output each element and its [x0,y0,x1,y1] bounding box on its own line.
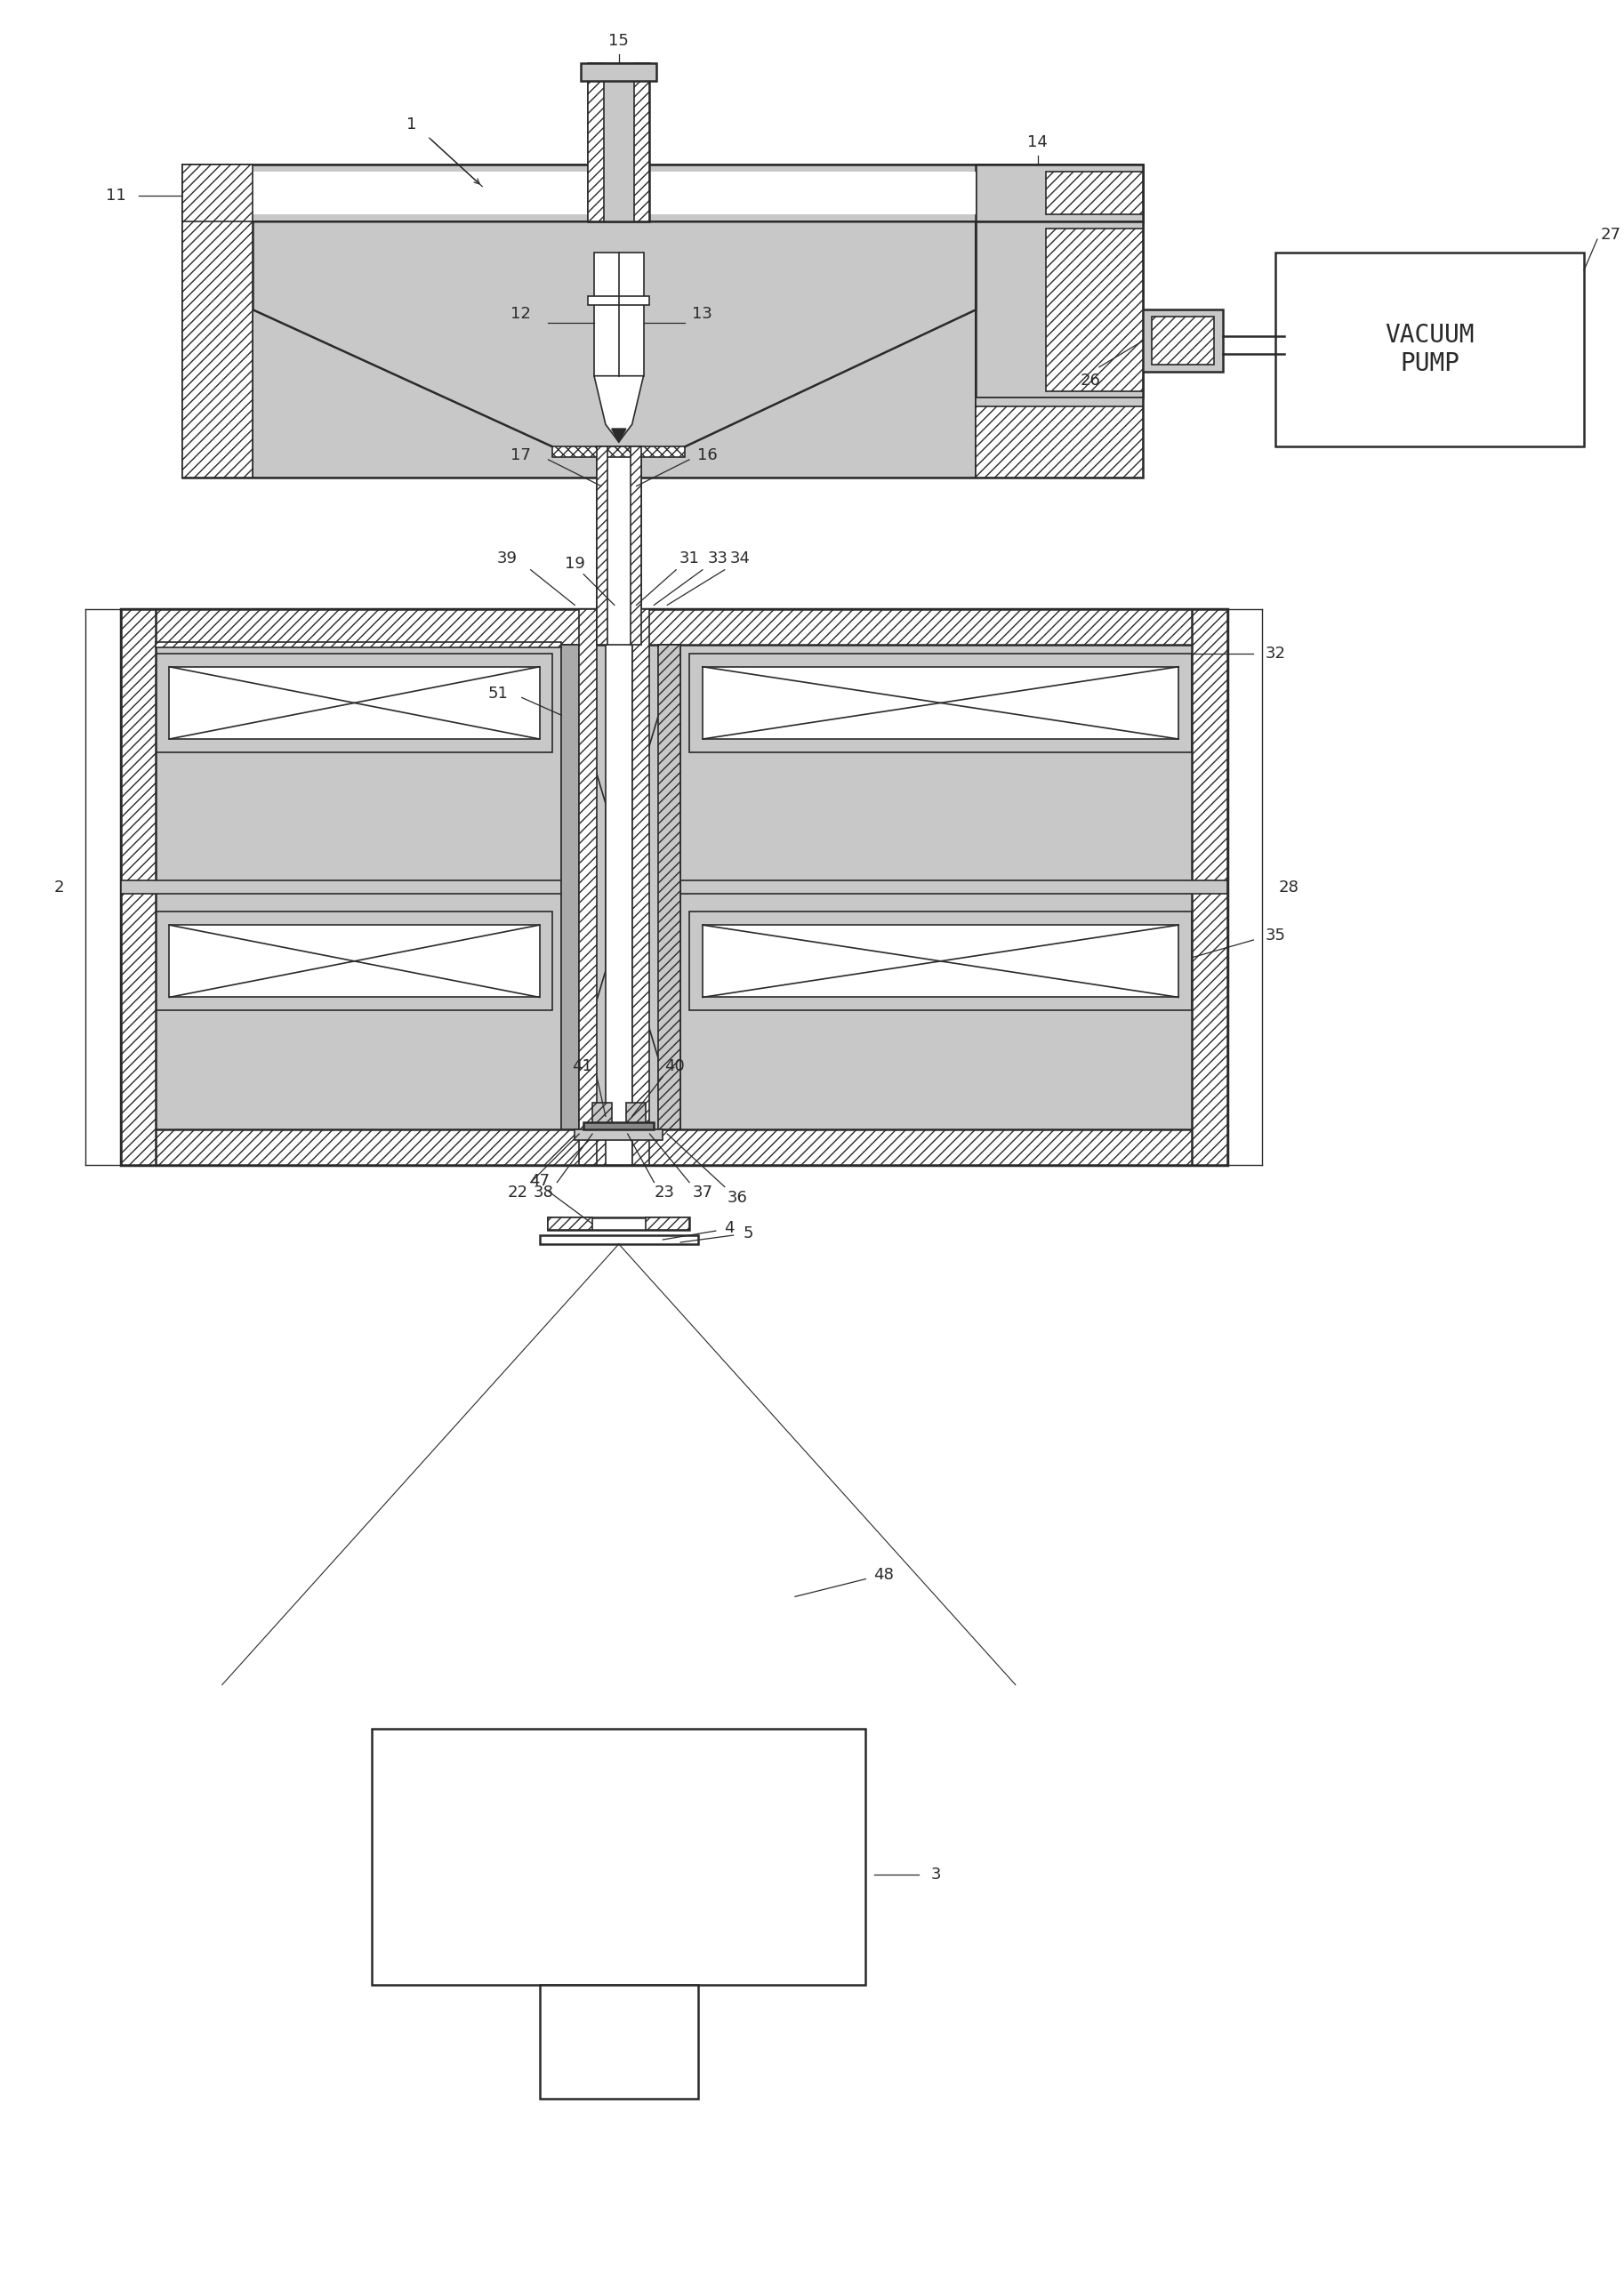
Bar [156,641,562,648]
Bar [588,64,604,221]
Text: 38: 38 [534,1184,554,1200]
Text: 51: 51 [489,684,508,700]
Bar [253,221,976,477]
Text: 22: 22 [507,1184,528,1200]
Bar [1192,609,1228,1166]
Bar [645,1218,689,1229]
Text: 34: 34 [731,550,750,566]
Bar [594,253,643,376]
Text: 12: 12 [510,306,531,322]
Bar [539,1984,698,2099]
Text: 35: 35 [1265,928,1286,944]
Text: 1: 1 [406,116,417,132]
Bar [120,609,1228,1166]
Text: 2: 2 [54,878,65,894]
Bar [182,164,1143,221]
Bar [169,926,539,997]
Bar [630,447,641,646]
Polygon shape [562,646,606,1129]
Bar [562,646,580,1129]
Text: 27: 27 [1600,226,1621,242]
Bar [182,164,253,477]
Text: 13: 13 [692,306,713,322]
Polygon shape [594,376,643,443]
Bar [156,655,552,753]
Text: 16: 16 [697,447,718,463]
Text: 14: 14 [1028,135,1047,151]
Bar [549,1218,593,1229]
Bar [549,1218,689,1229]
Bar [703,666,1179,739]
Polygon shape [612,429,625,443]
Bar [583,1122,654,1129]
Text: 26: 26 [1080,372,1101,388]
Text: 5: 5 [744,1225,754,1241]
Text: 17: 17 [510,447,531,463]
Text: 33: 33 [708,550,728,566]
Text: 41: 41 [572,1058,593,1074]
Bar [596,447,641,646]
Bar [1046,228,1143,390]
Bar [120,1129,1228,1166]
Text: 39: 39 [497,550,518,566]
Bar [1275,253,1583,447]
Text: 40: 40 [664,1058,684,1074]
Text: 23: 23 [654,1184,676,1200]
Bar [552,447,685,456]
Text: 15: 15 [609,32,628,48]
Text: 48: 48 [874,1567,893,1583]
Bar [588,297,650,306]
Bar [575,1129,663,1140]
Text: 36: 36 [728,1191,749,1207]
Text: 28: 28 [1278,878,1299,894]
Polygon shape [253,221,976,452]
Bar [596,447,607,646]
Bar [156,912,552,1010]
Bar [703,926,1179,997]
Bar [1143,310,1223,372]
Bar [253,164,976,477]
Bar [182,221,253,477]
Polygon shape [632,646,680,1129]
Text: 4: 4 [724,1220,734,1236]
Bar [581,64,656,80]
Bar [625,1104,645,1125]
Bar [658,646,680,1129]
Text: 47: 47 [529,1172,549,1188]
Text: 19: 19 [565,557,585,573]
Bar [169,666,539,739]
Bar [120,609,1228,646]
Bar [633,64,650,221]
Bar [976,397,1143,477]
Bar [689,655,1192,753]
Text: VACUUM
PUMP: VACUUM PUMP [1385,322,1475,376]
Bar [588,64,650,221]
Bar [539,1236,698,1243]
Bar [120,609,156,1166]
Bar [632,609,650,1166]
Bar [689,912,1192,1010]
Bar [976,164,1143,477]
Bar [580,609,596,1166]
Text: 37: 37 [692,1184,713,1200]
Bar [976,221,1143,397]
Bar [182,164,1143,477]
Text: 32: 32 [1265,646,1286,661]
Bar [976,164,1143,221]
Text: 3: 3 [931,1866,942,1882]
Bar [372,1729,866,1984]
Bar [976,406,1143,477]
Bar [253,171,976,214]
Text: 11: 11 [106,187,127,203]
Bar [606,609,632,1166]
Text: 31: 31 [679,550,700,566]
Bar [182,164,253,477]
Bar [1046,171,1143,214]
Bar [120,880,1228,894]
Bar [1151,317,1213,365]
Bar [593,1104,612,1125]
